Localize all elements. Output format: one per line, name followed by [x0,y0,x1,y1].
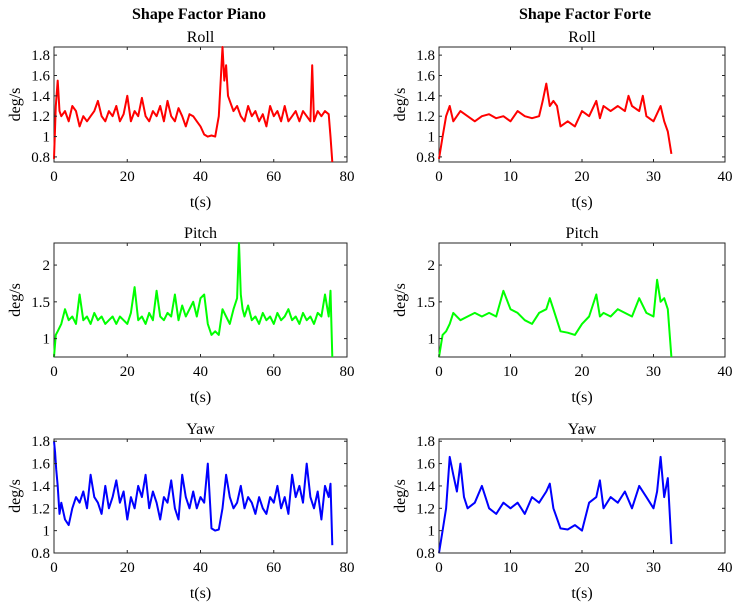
subplot-yaw-forte: 0 10 20 30 40 0.8 1 1.2 1.4 1.6 1.8 Yaw t(s) deg/s [392,421,733,602]
x-tick-label: 0 [50,169,58,185]
y-tick-label: 1.8 [31,434,50,450]
x-axis-label: t(s) [571,194,592,211]
x-tick-label: 0 [435,560,443,576]
x-tick-label: 80 [340,169,355,185]
y-tick-label: 1.2 [416,109,435,125]
y-axis-label: deg/s [7,479,24,513]
x-tick-label: 30 [646,169,661,185]
column-title-forte: Shape Factor Forte [519,6,651,23]
y-tick-label: 0.8 [416,150,435,166]
axes-box [439,243,725,357]
x-tick-label: 80 [340,560,355,576]
x-tick-label: 60 [266,169,281,185]
x-tick-label: 30 [646,560,661,576]
y-tick-label: 1 [43,130,51,146]
y-axis-label: deg/s [7,283,24,317]
x-tick-label: 10 [503,364,518,380]
x-tick-label: 40 [718,169,733,185]
x-tick-label: 30 [646,364,661,380]
x-tick-label: 40 [718,364,733,380]
y-tick-label: 1.2 [416,501,435,517]
y-tick-label: 1.8 [416,434,435,450]
y-tick-label: 1.5 [31,295,50,311]
y-tick-label: 0.8 [416,546,435,562]
y-tick-label: 0.8 [31,546,50,562]
y-tick-label: 1 [428,332,436,348]
x-tick-label: 20 [120,169,135,185]
x-axis-label: t(s) [571,389,592,406]
x-tick-label: 60 [266,364,281,380]
y-axis-label: deg/s [7,88,24,122]
subplot-pitch-piano: 0 20 40 60 80 1 1.5 2 Pitch t(s) deg/s [7,225,355,406]
subplot-roll-piano: 0 20 40 60 80 0.8 1 1.2 1.4 1.6 1.8 Roll t(s) deg/s [7,29,355,211]
y-tick-label: 1.8 [31,48,50,64]
x-tick-label: 40 [193,364,208,380]
x-tick-label: 0 [50,364,58,380]
x-axis-label: t(s) [571,585,592,602]
x-tick-label: 40 [193,169,208,185]
x-tick-label: 20 [575,169,590,185]
x-tick-label: 0 [435,364,443,380]
subplot-title: Roll [187,29,215,46]
y-tick-label: 1.4 [416,89,435,105]
y-tick-label: 0.8 [31,150,50,166]
y-tick-label: 1.6 [31,68,50,84]
y-tick-label: 1.6 [31,457,50,473]
subplot-title: Pitch [184,225,217,242]
y-tick-label: 1.2 [31,109,50,125]
y-tick-label: 2 [43,258,51,274]
x-tick-label: 0 [435,169,443,185]
y-axis-label: deg/s [392,88,409,122]
subplot-title: Pitch [566,225,599,242]
subplot-yaw-piano: 0 20 40 60 80 0.8 1 1.2 1.4 1.6 1.8 Yaw t(s) deg/s [7,421,355,602]
subplot-title: Yaw [186,421,215,438]
y-tick-label: 1.5 [416,295,435,311]
axes-box [439,47,725,162]
x-tick-label: 20 [120,560,135,576]
y-tick-label: 1.8 [416,48,435,64]
x-tick-label: 20 [575,364,590,380]
y-tick-label: 1.4 [416,479,435,495]
column-title-piano: Shape Factor Piano [132,6,266,23]
y-axis-label: deg/s [392,479,409,513]
x-tick-label: 60 [266,560,281,576]
x-tick-label: 0 [50,560,58,576]
x-tick-label: 10 [503,169,518,185]
x-axis-label: t(s) [190,585,211,602]
y-tick-label: 1.6 [416,457,435,473]
y-tick-label: 1.2 [31,501,50,517]
x-axis-label: t(s) [190,194,211,211]
y-tick-label: 1.6 [416,68,435,84]
y-tick-label: 1.4 [31,89,50,105]
subplot-roll-forte: 0 10 20 30 40 0.8 1 1.2 1.4 1.6 1.8 Roll t(s) deg/s [392,29,733,211]
y-tick-label: 1 [43,524,51,540]
y-tick-label: 1 [428,130,436,146]
y-tick-label: 1 [428,524,436,540]
x-tick-label: 20 [120,364,135,380]
y-tick-label: 1.4 [31,479,50,495]
x-tick-label: 10 [503,560,518,576]
x-tick-label: 40 [718,560,733,576]
x-tick-label: 20 [575,560,590,576]
subplot-pitch-forte: 0 10 20 30 40 1 1.5 2 Pitch t(s) deg/s [392,225,733,406]
subplot-title: Roll [568,29,596,46]
axes-box [439,439,725,553]
x-axis-label: t(s) [190,389,211,406]
y-axis-label: deg/s [392,283,409,317]
y-tick-label: 1 [43,332,51,348]
x-tick-label: 80 [340,364,355,380]
x-tick-label: 40 [193,560,208,576]
y-tick-label: 2 [428,258,436,274]
subplot-title: Yaw [568,421,597,438]
